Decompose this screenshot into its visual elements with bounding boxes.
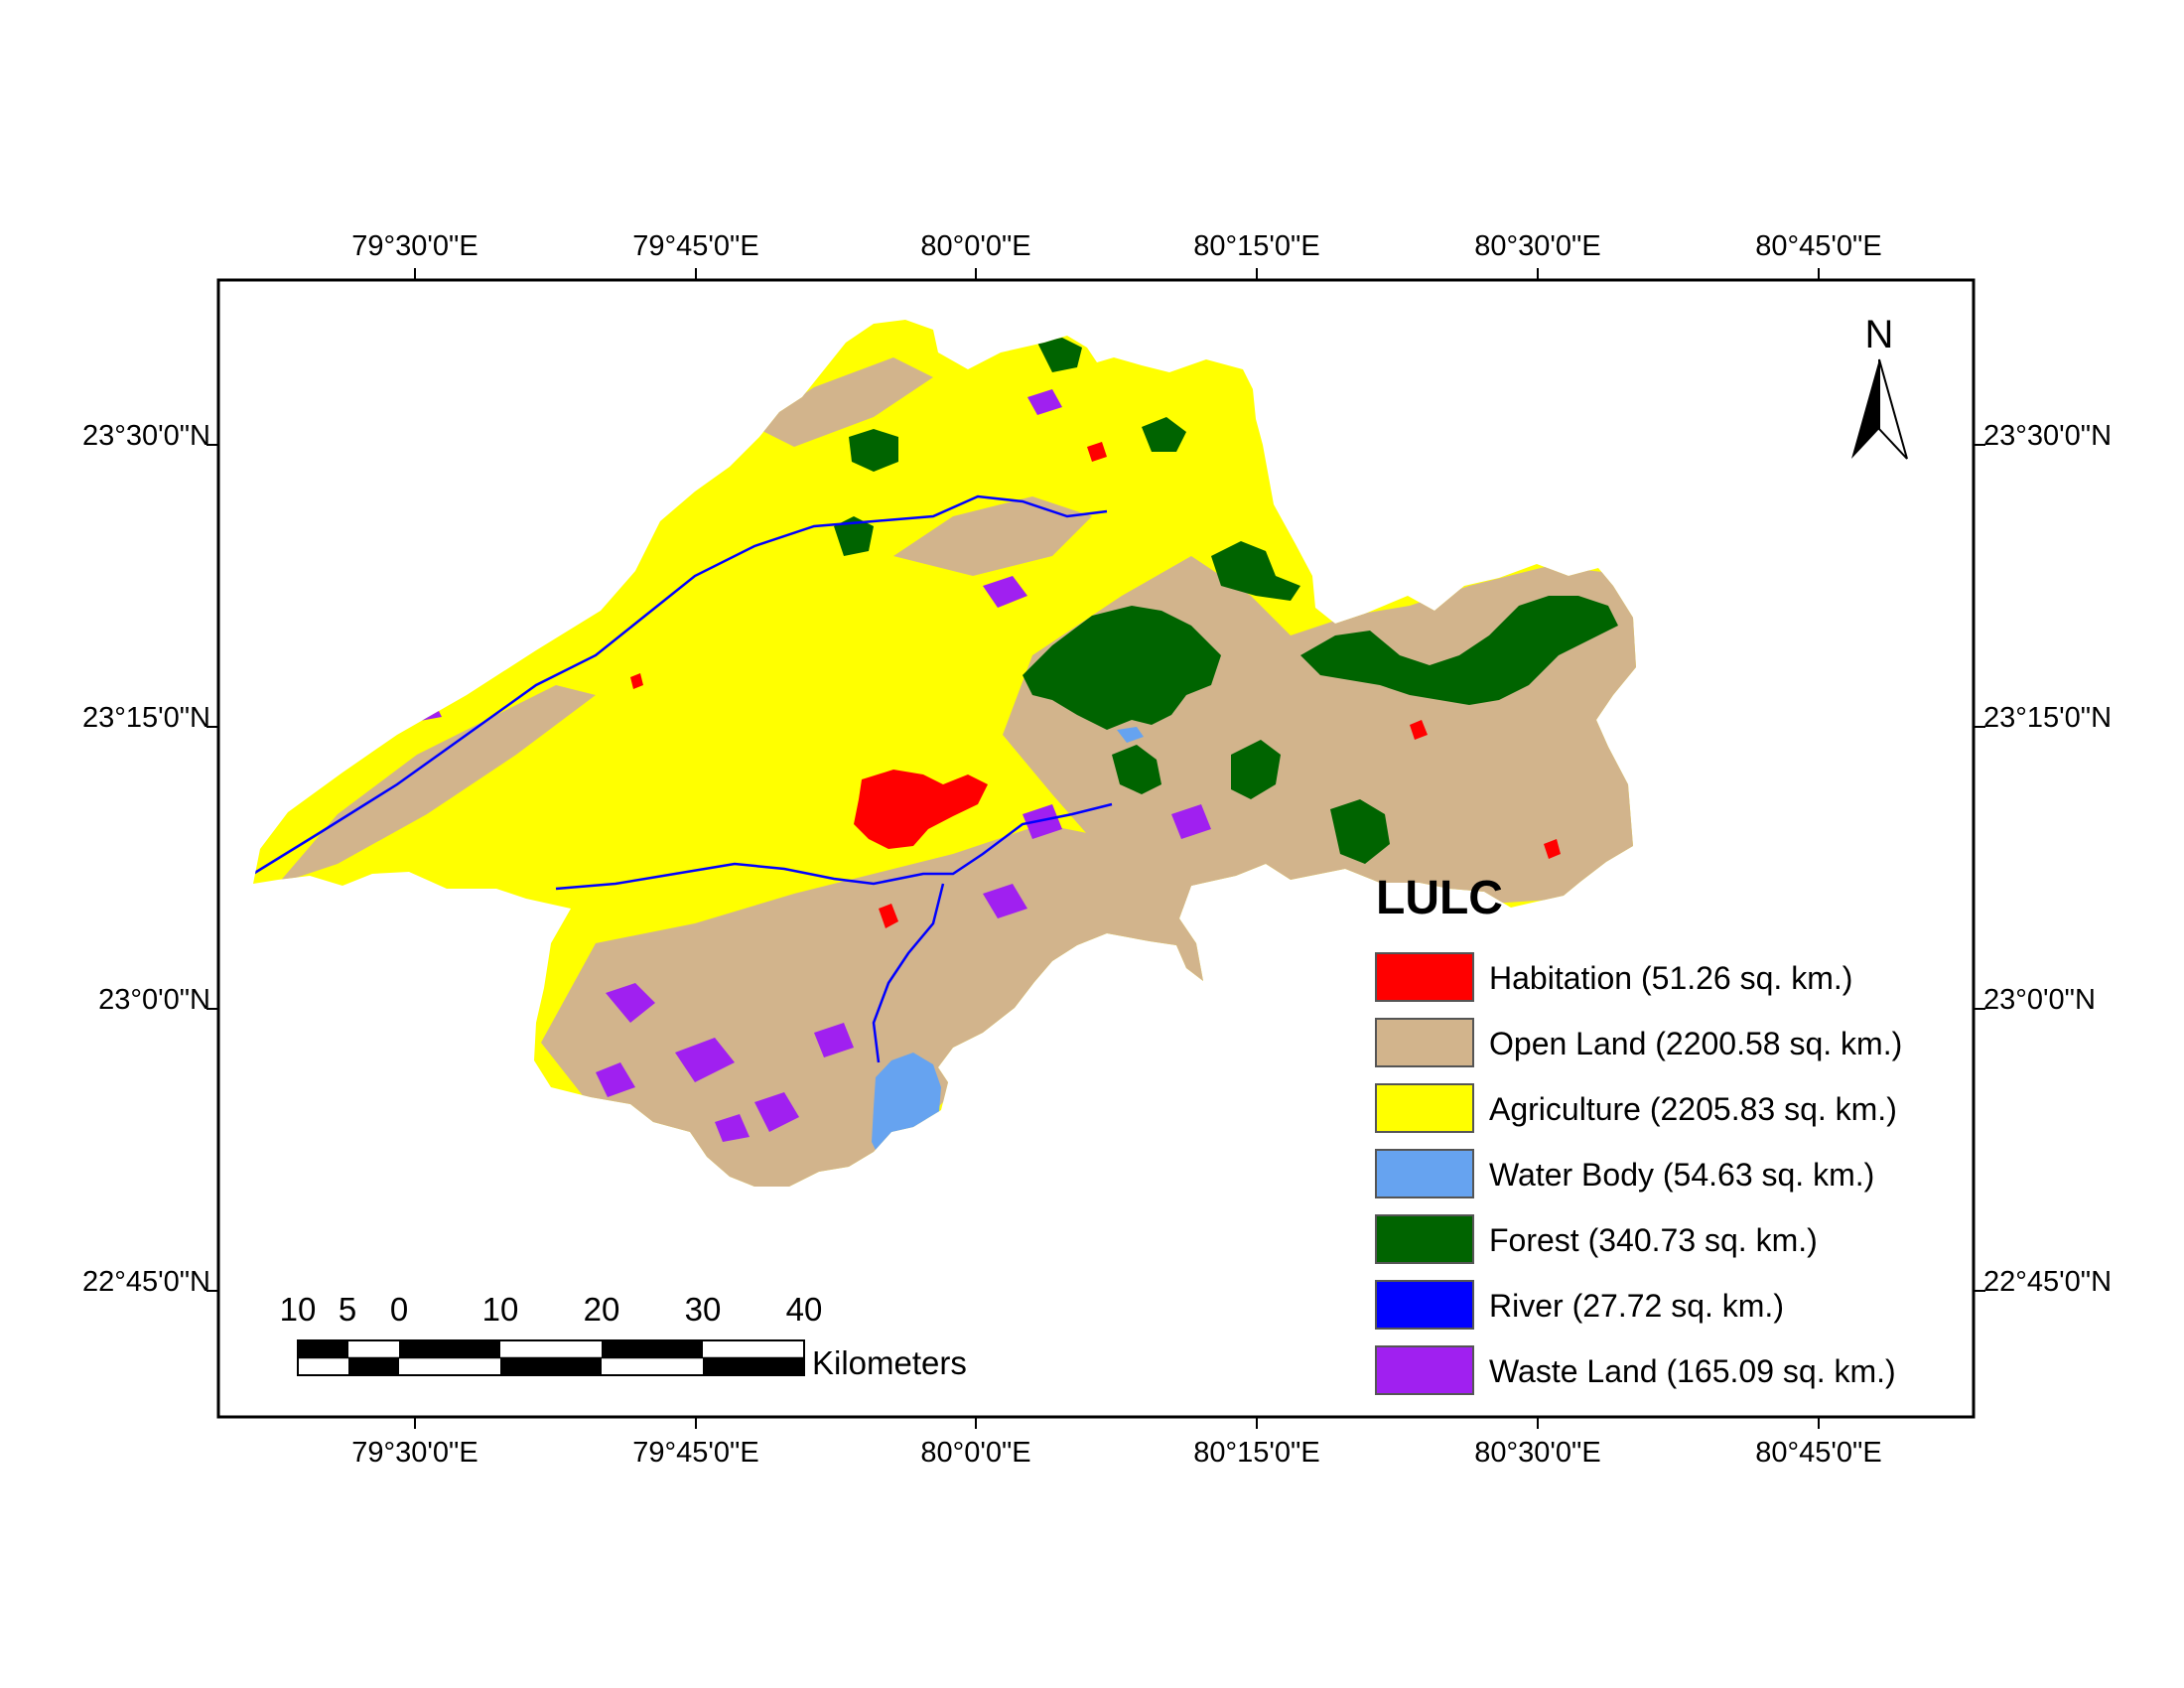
scale-number: 0: [390, 1291, 408, 1328]
lon-label: 79°45'0"E: [632, 1437, 758, 1469]
lat-label: 23°30'0"N: [1983, 420, 2112, 452]
legend-swatch: [1375, 1214, 1474, 1264]
lat-label: 23°15'0"N: [82, 702, 210, 734]
north-arrow: N: [1851, 313, 1908, 460]
lon-label: 80°15'0"E: [1193, 1437, 1319, 1469]
scale-number: 5: [339, 1291, 356, 1328]
scale-bar: 10 5 0 10 20 30 40 Kilometers: [280, 1291, 967, 1381]
lon-label: 80°15'0"E: [1193, 230, 1319, 262]
river-line: [253, 494, 1108, 876]
lulc-region: [253, 320, 1636, 1187]
legend-swatch: [1375, 1083, 1474, 1133]
legend-label: Waste Land (165.09 sq. km.): [1489, 1353, 1896, 1389]
lon-label: 80°0'0"E: [920, 1437, 1030, 1469]
north-letter: N: [1865, 313, 1894, 356]
latitude-labels-right: 23°30'0"N 23°15'0"N 23°0'0"N 22°45'0"N: [1983, 420, 2112, 1298]
forest-areas: [834, 338, 1618, 864]
scale-numbers: 10 5 0 10 20 30 40: [280, 1291, 823, 1328]
legend-item-agriculture: Agriculture (2205.83 sq. km.): [1375, 1083, 1897, 1133]
lon-label: 80°45'0"E: [1755, 1437, 1881, 1469]
lon-label: 79°45'0"E: [632, 230, 758, 262]
habitation-areas: [630, 442, 1561, 928]
map-frame: [216, 278, 1976, 1419]
legend-label: Habitation (51.26 sq. km.): [1489, 960, 1852, 996]
lon-label: 79°30'0"E: [351, 230, 478, 262]
legend-item-river: River (27.72 sq. km.): [1375, 1280, 1784, 1330]
legend-item-open-land: Open Land (2200.58 sq. km.): [1375, 1018, 1902, 1067]
lon-label: 80°0'0"E: [920, 230, 1030, 262]
legend-label: Forest (340.73 sq. km.): [1489, 1222, 1818, 1258]
lat-label: 23°0'0"N: [98, 984, 210, 1016]
legend-item-waste-land: Waste Land (165.09 sq. km.): [1375, 1345, 1896, 1395]
lat-label: 23°30'0"N: [82, 420, 210, 452]
legend-title: LULC: [1376, 872, 1503, 924]
legend-item-habitation: Habitation (51.26 sq. km.): [1375, 952, 1852, 1002]
longitude-labels-top: 79°30'0"E 79°45'0"E 80°0'0"E 80°15'0"E 8…: [351, 230, 1881, 262]
lon-label: 80°45'0"E: [1755, 230, 1881, 262]
lat-label: 23°0'0"N: [1983, 984, 2096, 1016]
scale-bar-graphic: [297, 1339, 805, 1376]
legend-swatch: [1375, 1345, 1474, 1395]
north-arrow-icon: [1851, 358, 1908, 460]
lon-label: 79°30'0"E: [351, 1437, 478, 1469]
latitude-labels-left: 23°30'0"N 23°15'0"N 23°0'0"N 22°45'0"N: [82, 420, 210, 1298]
longitude-labels-bottom: 79°30'0"E 79°45'0"E 80°0'0"E 80°15'0"E 8…: [351, 1437, 1881, 1469]
legend-swatch: [1375, 952, 1474, 1002]
lat-label: 22°45'0"N: [82, 1266, 210, 1298]
scale-number: 40: [786, 1291, 823, 1328]
legend-label: Agriculture (2205.83 sq. km.): [1489, 1091, 1897, 1127]
river-line: [555, 802, 1113, 891]
legend-swatch: [1375, 1280, 1474, 1330]
graticule-ticks: [206, 268, 1985, 1429]
legend: LULC Habitation (51.26 sq. km.) Open Lan…: [1375, 872, 1902, 1395]
lat-label: 23°15'0"N: [1983, 702, 2112, 734]
lon-label: 80°30'0"E: [1474, 1437, 1600, 1469]
scale-number: 20: [584, 1291, 620, 1328]
river-line: [872, 883, 945, 1063]
legend-label: Water Body (54.63 sq. km.): [1489, 1157, 1874, 1193]
scale-number: 30: [685, 1291, 722, 1328]
lon-label: 80°30'0"E: [1474, 230, 1600, 262]
legend-swatch: [1375, 1149, 1474, 1198]
legend-swatch: [1375, 1018, 1474, 1067]
legend-label: River (27.72 sq. km.): [1489, 1288, 1784, 1324]
scale-unit: Kilometers: [812, 1344, 967, 1381]
legend-item-water-body: Water Body (54.63 sq. km.): [1375, 1149, 1874, 1198]
scale-number: 10: [482, 1291, 519, 1328]
legend-item-forest: Forest (340.73 sq. km.): [1375, 1214, 1818, 1264]
scale-number: 10: [280, 1291, 317, 1328]
legend-label: Open Land (2200.58 sq. km.): [1489, 1026, 1902, 1061]
lat-label: 22°45'0"N: [1983, 1266, 2112, 1298]
water-body-area: [1117, 727, 1144, 743]
